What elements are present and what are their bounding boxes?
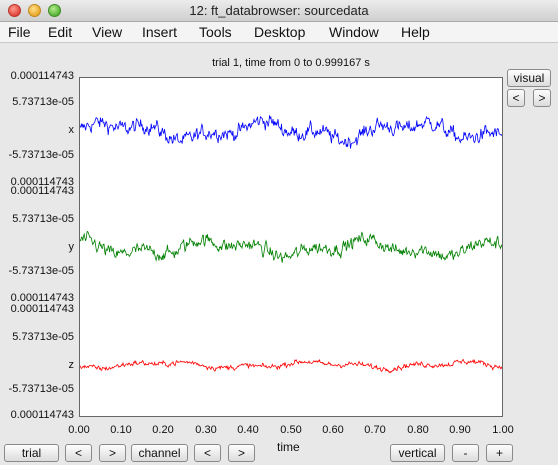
visual-button[interactable]: visual <box>507 69 551 87</box>
xtick-label: 0.70 <box>364 424 386 436</box>
channel-next-button[interactable]: > <box>228 444 255 462</box>
zoom-window-button[interactable] <box>48 4 61 17</box>
menu-bar: File Edit View Insert Tools Desktop Wind… <box>0 22 558 43</box>
channel-button[interactable]: channel <box>131 444 188 462</box>
series-line-z <box>80 358 502 374</box>
menu-window[interactable]: Window <box>329 24 379 40</box>
trial-next-button[interactable]: > <box>99 444 126 462</box>
menu-tools[interactable]: Tools <box>199 24 232 40</box>
channel-label-x: x <box>68 124 75 136</box>
series-line-x <box>80 115 502 149</box>
x-axis-label: time <box>277 440 300 454</box>
ytick-label: -5.73713e-05 <box>8 149 74 161</box>
ytick-label: 5.73713e-05 <box>12 96 74 108</box>
signal-plot <box>80 115 502 374</box>
window-title: 12: ft_databrowser: sourcedata <box>189 3 369 18</box>
minimize-window-button[interactable] <box>28 4 41 17</box>
vertical-button[interactable]: vertical <box>390 444 445 462</box>
ytick-label: 0.000114743 <box>10 303 74 315</box>
menu-help[interactable]: Help <box>401 24 430 40</box>
menu-view[interactable]: View <box>92 24 123 40</box>
channel-prev-button[interactable]: < <box>194 444 221 462</box>
ytick-label: 0.000114743 <box>10 70 74 82</box>
xtick-label: 0.50 <box>280 424 302 436</box>
channel-label-y: y <box>68 241 75 253</box>
ytick-label: 0.000114743 <box>10 409 74 421</box>
ytick-label: 5.73713e-05 <box>12 213 74 225</box>
vertical-minus-button[interactable]: - <box>452 444 479 462</box>
vertical-plus-button[interactable]: + <box>486 444 513 462</box>
menu-insert[interactable]: Insert <box>142 24 178 40</box>
xtick-label: 0.80 <box>407 424 429 436</box>
xtick-label: 0.00 <box>68 424 90 436</box>
window-titlebar: 12: ft_databrowser: sourcedata <box>0 0 558 22</box>
series-line-y <box>80 230 502 263</box>
xtick-label: 1.00 <box>492 424 514 436</box>
close-window-button[interactable] <box>8 4 21 17</box>
menu-file[interactable]: File <box>8 24 31 40</box>
trial-button[interactable]: trial <box>4 444 59 462</box>
xtick-label: 0.60 <box>322 424 344 436</box>
plot-title: trial 1, time from 0 to 0.999167 s <box>212 57 370 69</box>
ytick-label: -5.73713e-05 <box>8 383 74 395</box>
xtick-label: 0.20 <box>152 424 174 436</box>
xtick-label: 0.90 <box>449 424 471 436</box>
xtick-label: 0.30 <box>195 424 217 436</box>
ytick-label: 0.000114743 <box>10 176 74 188</box>
prev-button[interactable]: < <box>507 89 525 107</box>
ytick-label: 0.000114743 <box>10 185 74 197</box>
ytick-label: 5.73713e-05 <box>12 331 74 343</box>
channel-label-z: z <box>68 359 75 371</box>
xtick-label: 0.40 <box>237 424 259 436</box>
plot-axes[interactable] <box>79 77 503 417</box>
menu-edit[interactable]: Edit <box>48 24 73 40</box>
ytick-label: -5.73713e-05 <box>8 265 74 277</box>
xtick-label: 0.10 <box>110 424 132 436</box>
ytick-label: 0.000114743 <box>10 292 74 304</box>
menu-desktop[interactable]: Desktop <box>254 24 306 40</box>
next-button[interactable]: > <box>533 89 551 107</box>
trial-prev-button[interactable]: < <box>65 444 92 462</box>
